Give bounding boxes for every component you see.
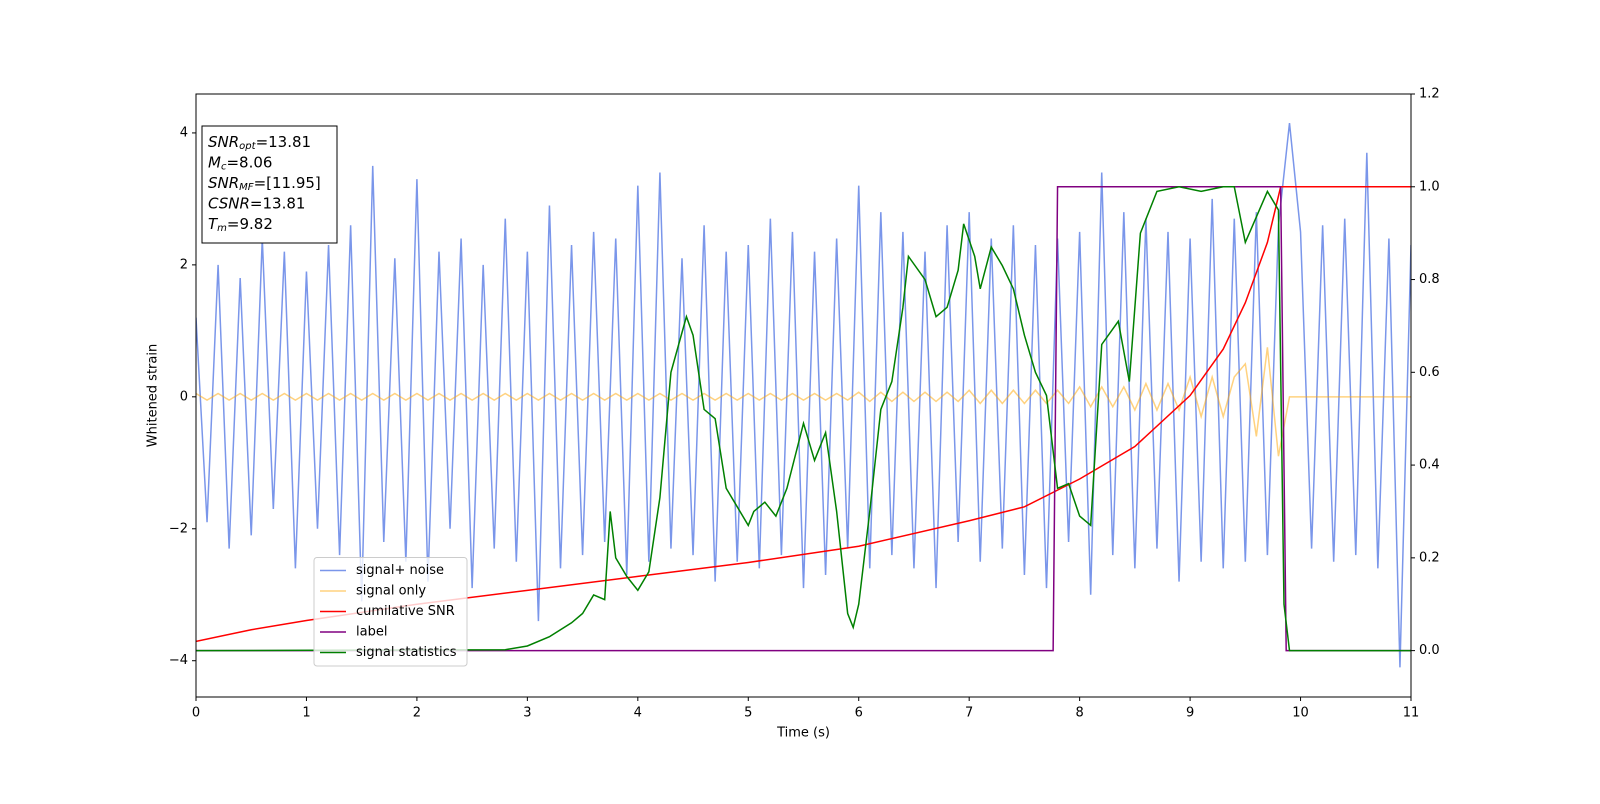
- x-axis-label: Time (s): [776, 726, 830, 741]
- annotation-base: SNR: [208, 133, 239, 151]
- annotation-box: SNRopt=13.81Mc=8.06SNRMF=[11.95]CSNR=13.…: [201, 125, 338, 244]
- y2-tick-label: 0.2: [1419, 550, 1440, 565]
- annotation-text: SNRopt=13.81: [208, 133, 311, 153]
- legend-label: signal+ noise: [356, 563, 444, 578]
- series-line: [196, 186, 1411, 652]
- x-tick-label: 8: [1075, 706, 1083, 721]
- y2-tick-label: 0.6: [1419, 365, 1440, 380]
- annotation-rest: =9.82: [227, 215, 273, 233]
- x-tick-label: 10: [1292, 706, 1309, 721]
- x-tick-label: 2: [413, 706, 421, 721]
- annotation-base: T: [208, 215, 219, 233]
- annotation-rest: =[11.95]: [254, 174, 321, 192]
- y2-tick-label: 1.2: [1419, 87, 1440, 102]
- annotation-text: Tm=9.82: [208, 215, 273, 235]
- y-axis-label: Whitened strain: [146, 344, 161, 447]
- annotation-base: CSNR: [208, 194, 250, 212]
- x-tick-label: 4: [634, 706, 642, 721]
- annotation-rest: =8.06: [226, 153, 272, 171]
- annotation-frame: [201, 125, 338, 244]
- annotation-base: M: [208, 153, 221, 171]
- legend-label: signal only: [356, 584, 426, 599]
- series-line: [196, 122, 1411, 668]
- x-tick-label: 11: [1403, 706, 1420, 721]
- legend-label: signal statistics: [356, 645, 457, 660]
- annotation-rest: =13.81: [256, 133, 312, 151]
- y2-tick-label: 0.0: [1419, 643, 1440, 658]
- annotation-base: SNR: [208, 174, 239, 192]
- annotation-text: SNRMF=[11.95]: [208, 174, 321, 194]
- legend: signal+ noise signal only cumilative SNR la…: [313, 557, 468, 667]
- x-tick-label: 6: [855, 706, 863, 721]
- y2-tick-label: 1.0: [1419, 179, 1440, 194]
- x-tick-label: 1: [302, 706, 310, 721]
- legend-label: cumilative SNR: [356, 604, 455, 619]
- y2-tick-label: 0.4: [1419, 458, 1440, 473]
- annotation-sub: MF: [239, 182, 254, 193]
- annotation-text: CSNR=13.81: [208, 194, 305, 212]
- x-tick-label: 3: [523, 706, 531, 721]
- x-tick-label: 9: [1186, 706, 1194, 721]
- annotation-text: Mc=8.06: [208, 153, 272, 173]
- y-tick-label: −2: [169, 521, 188, 536]
- annotation-rest: =13.81: [250, 194, 306, 212]
- annotation-sub: m: [217, 223, 227, 234]
- y2-tick-label: 0.8: [1419, 272, 1440, 287]
- x-tick-label: 0: [192, 706, 200, 721]
- y-tick-label: 4: [180, 125, 188, 140]
- annotation-sub: c: [221, 162, 227, 173]
- x-tick-label: 7: [965, 706, 973, 721]
- plot-frame: [195, 93, 1412, 698]
- y-tick-label: 0: [180, 389, 188, 404]
- x-tick-label: 5: [744, 706, 752, 721]
- legend-label: label: [356, 625, 387, 640]
- y-tick-label: −4: [169, 653, 188, 668]
- legend-frame: [313, 557, 468, 667]
- series-line: [196, 347, 1411, 457]
- annotation-sub: opt: [239, 141, 256, 152]
- y-tick-label: 2: [180, 257, 188, 272]
